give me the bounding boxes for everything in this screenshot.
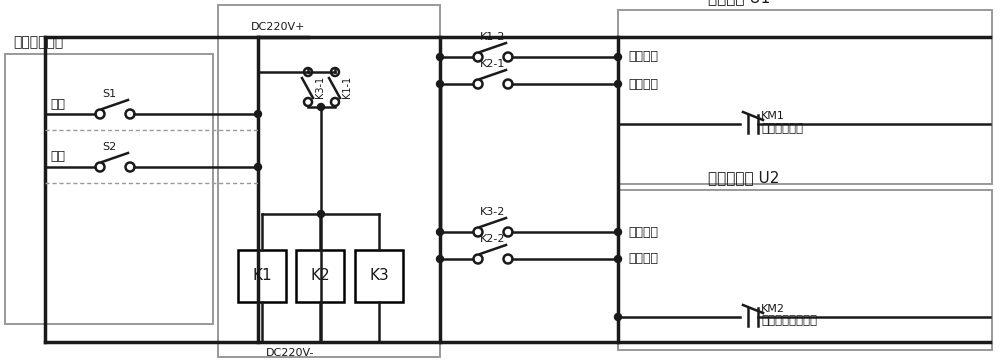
Text: 关机指令: 关机指令	[628, 77, 658, 90]
Bar	[218, 5, 440, 357]
Circle shape	[436, 228, 444, 236]
Text: 备用启动器 U2: 备用启动器 U2	[708, 170, 779, 185]
Bar	[355, 250, 403, 302]
Circle shape	[436, 256, 444, 262]
Text: S1: S1	[102, 89, 116, 99]
Text: 主启动器 U1: 主启动器 U1	[708, 0, 770, 5]
Circle shape	[436, 80, 444, 88]
Text: 关机指令状态触点: 关机指令状态触点	[761, 315, 817, 328]
Text: DC220V+: DC220V+	[251, 22, 305, 32]
Text: 关机: 关机	[50, 151, 65, 164]
Circle shape	[614, 228, 622, 236]
Circle shape	[614, 80, 622, 88]
Circle shape	[254, 110, 262, 118]
Text: K2: K2	[310, 269, 330, 283]
Text: K3: K3	[369, 269, 389, 283]
Text: K2-1: K2-1	[480, 59, 505, 69]
Circle shape	[436, 54, 444, 60]
Text: KM1: KM1	[761, 111, 785, 121]
Circle shape	[318, 210, 324, 218]
Text: K1: K1	[252, 269, 272, 283]
Text: K3-1: K3-1	[315, 76, 325, 98]
Text: 停机状态触点: 停机状态触点	[761, 122, 803, 135]
Bar	[5, 54, 213, 324]
Text: S2: S2	[102, 142, 116, 152]
Text: K3-2: K3-2	[480, 207, 505, 217]
Circle shape	[254, 164, 262, 171]
Circle shape	[614, 54, 622, 60]
Text: K1-2: K1-2	[480, 32, 505, 42]
Text: DC220V-: DC220V-	[266, 348, 314, 358]
Text: KM2: KM2	[761, 304, 785, 314]
Text: 开机指令: 开机指令	[628, 226, 658, 239]
Text: 开机指令: 开机指令	[628, 51, 658, 63]
Circle shape	[614, 256, 622, 262]
Bar	[296, 250, 344, 302]
Text: 关机指令: 关机指令	[628, 253, 658, 265]
Text: K1-1: K1-1	[342, 76, 352, 98]
Text: 开机: 开机	[50, 97, 65, 110]
Text: K2-2: K2-2	[480, 234, 506, 244]
Bar	[238, 250, 286, 302]
Text: 远方指令模块: 远方指令模块	[13, 35, 63, 49]
Bar	[618, 190, 992, 350]
Circle shape	[318, 104, 324, 110]
Circle shape	[614, 313, 622, 320]
Bar	[618, 10, 992, 184]
